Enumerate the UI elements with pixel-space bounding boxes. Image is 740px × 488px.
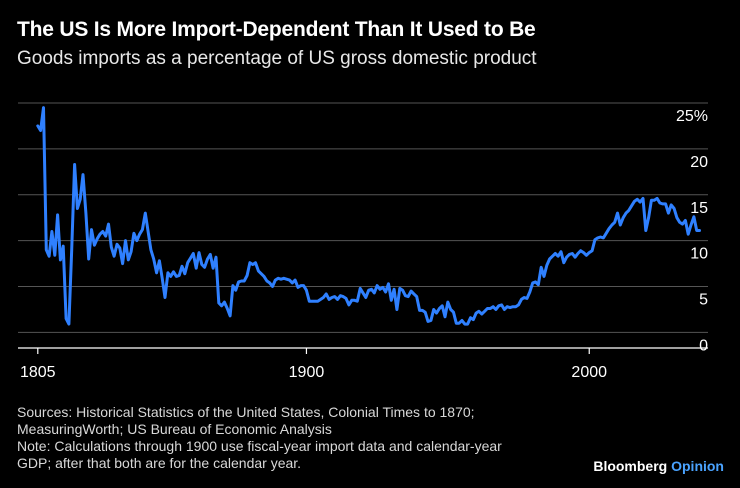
series-line-0 xyxy=(36,106,701,326)
y-axis-ticks: 0 5 10 15 20 25% xyxy=(676,108,708,354)
chart-title: The US Is More Import-Dependent Than It … xyxy=(17,18,536,41)
x-tick-label-1805: 1805 xyxy=(20,364,56,381)
note-line-1: Note: Calculations through 1900 use fisc… xyxy=(17,438,502,454)
sources-line-1: Sources: Historical Statistics of the Un… xyxy=(17,404,475,420)
brand-main: Bloomberg xyxy=(593,458,668,474)
x-axis: 1805 1900 2000 xyxy=(18,347,708,381)
y-tick-label-5: 5 xyxy=(699,292,708,309)
note-line-2: GDP; after that both are for the calenda… xyxy=(17,455,302,471)
series-layer xyxy=(36,106,701,326)
y-tick-label-10: 10 xyxy=(690,246,708,263)
y-tick-label-25: 25% xyxy=(676,108,708,125)
y-tick-label-20: 20 xyxy=(690,154,708,171)
y-tick-label-15: 15 xyxy=(690,200,708,217)
chart-subtitle: Goods imports as a percentage of US gros… xyxy=(17,48,537,69)
bloomberg-opinion-logo: Bloomberg Opinion xyxy=(593,458,724,474)
y-tick-label-0: 0 xyxy=(699,337,708,354)
x-tick-label-2000: 2000 xyxy=(571,364,607,381)
source-notes: Sources: Historical Statistics of the Un… xyxy=(17,404,617,472)
sources-line-2: MeasuringWorth; US Bureau of Economic An… xyxy=(17,421,332,437)
x-tick-label-1900: 1900 xyxy=(289,364,325,381)
brand-accent: Opinion xyxy=(671,458,724,474)
gridlines xyxy=(18,102,708,333)
